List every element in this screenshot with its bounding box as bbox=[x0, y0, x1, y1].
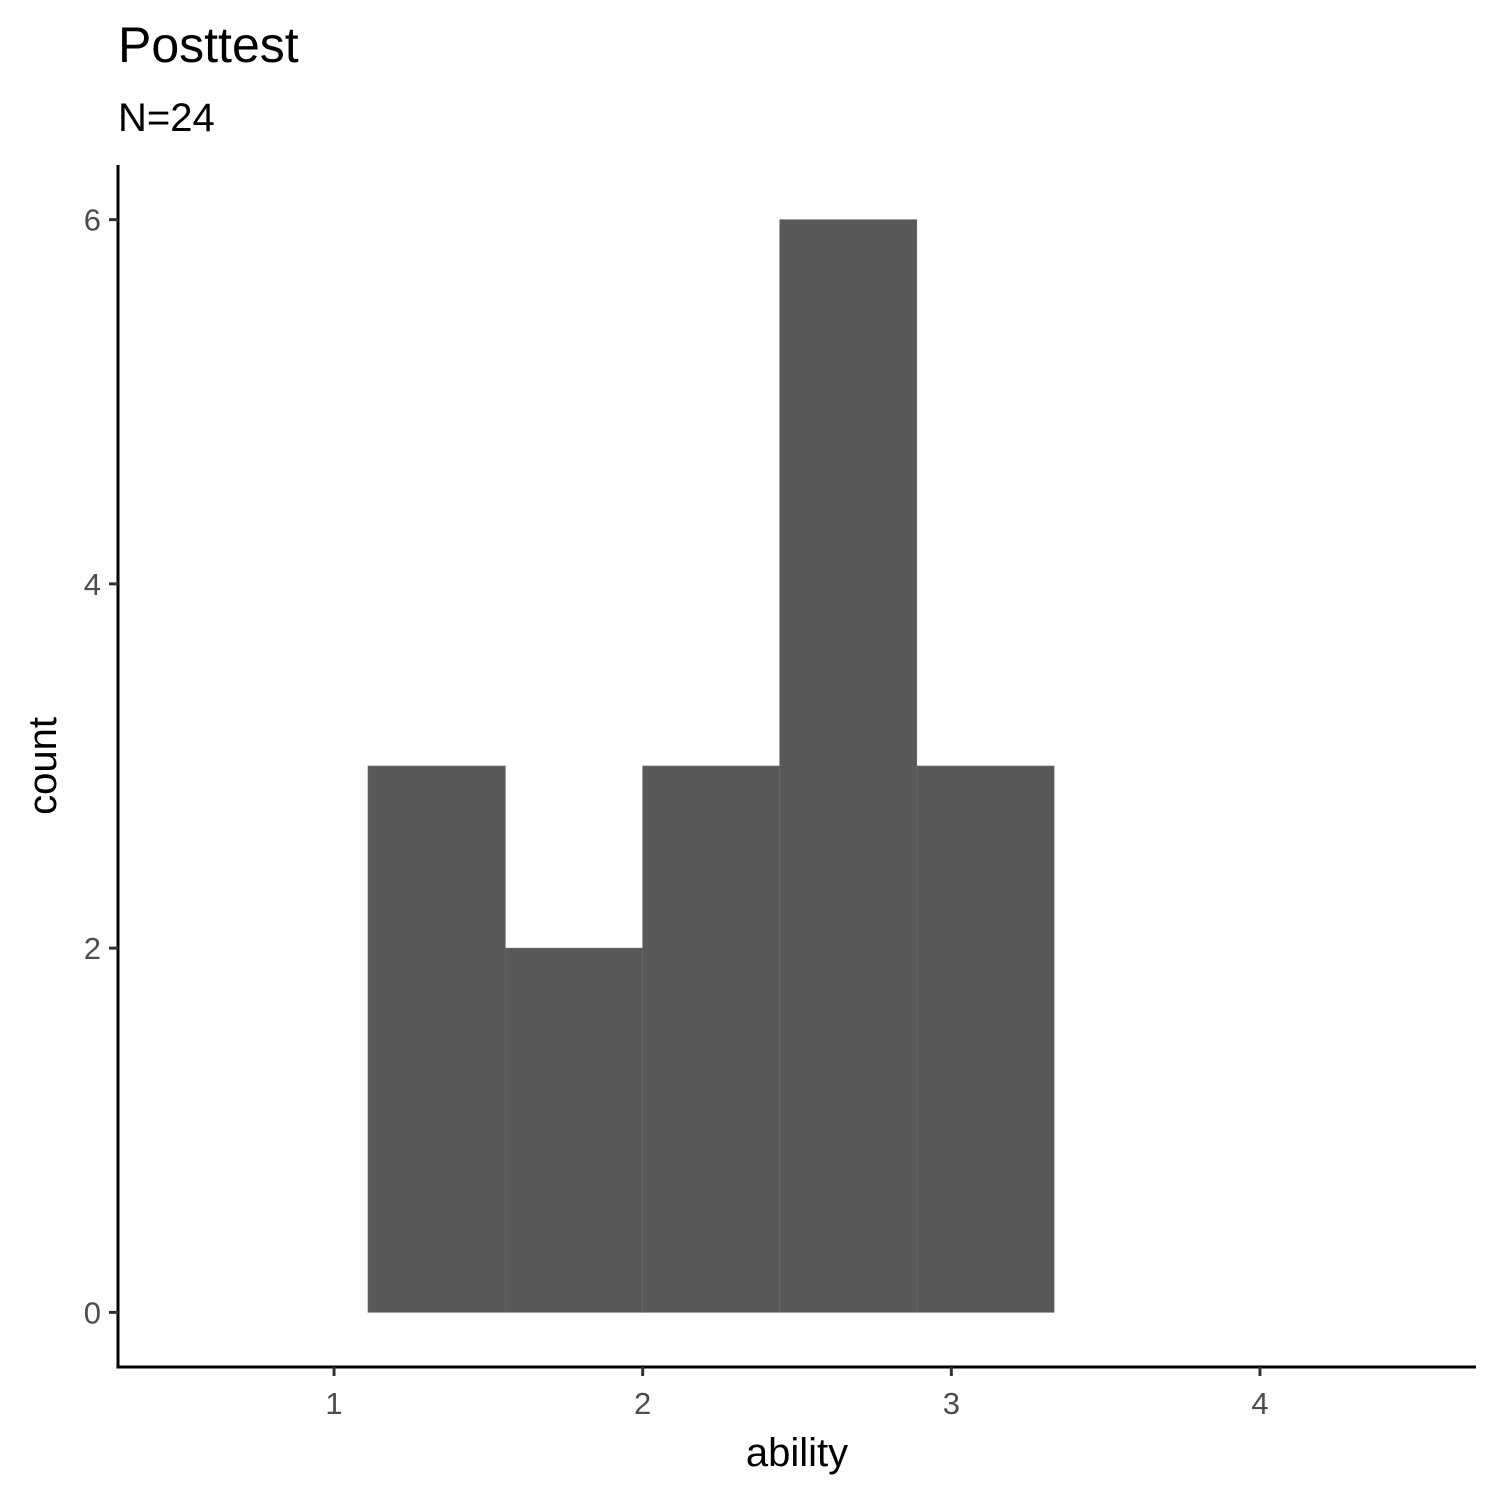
histogram-bar-2 bbox=[505, 947, 643, 1313]
x-tick-label-2: 2 bbox=[634, 1386, 651, 1421]
x-tick-label-1: 1 bbox=[325, 1386, 342, 1421]
histogram-bar-1 bbox=[367, 765, 506, 1313]
y-axis-title: count bbox=[21, 717, 65, 815]
y-tick-label-2: 2 bbox=[84, 931, 101, 966]
y-tick-label-0: 0 bbox=[84, 1295, 101, 1330]
chart-title: Posttest bbox=[118, 17, 299, 73]
x-tick-label-4: 4 bbox=[1251, 1386, 1268, 1421]
bars-layer bbox=[367, 219, 1055, 1313]
x-axis-title: ability bbox=[746, 1431, 848, 1475]
histogram-bar-4 bbox=[779, 219, 918, 1313]
x-tick-label-3: 3 bbox=[943, 1386, 960, 1421]
histogram-bar-5 bbox=[916, 765, 1055, 1313]
histogram-bar-3 bbox=[642, 765, 781, 1313]
y-tick-label-6: 6 bbox=[84, 203, 101, 238]
axes-layer: 0 2 4 6 1 2 3 4 bbox=[84, 165, 1476, 1421]
y-tick-label-4: 4 bbox=[84, 567, 101, 602]
chart-subtitle: N=24 bbox=[118, 96, 215, 140]
